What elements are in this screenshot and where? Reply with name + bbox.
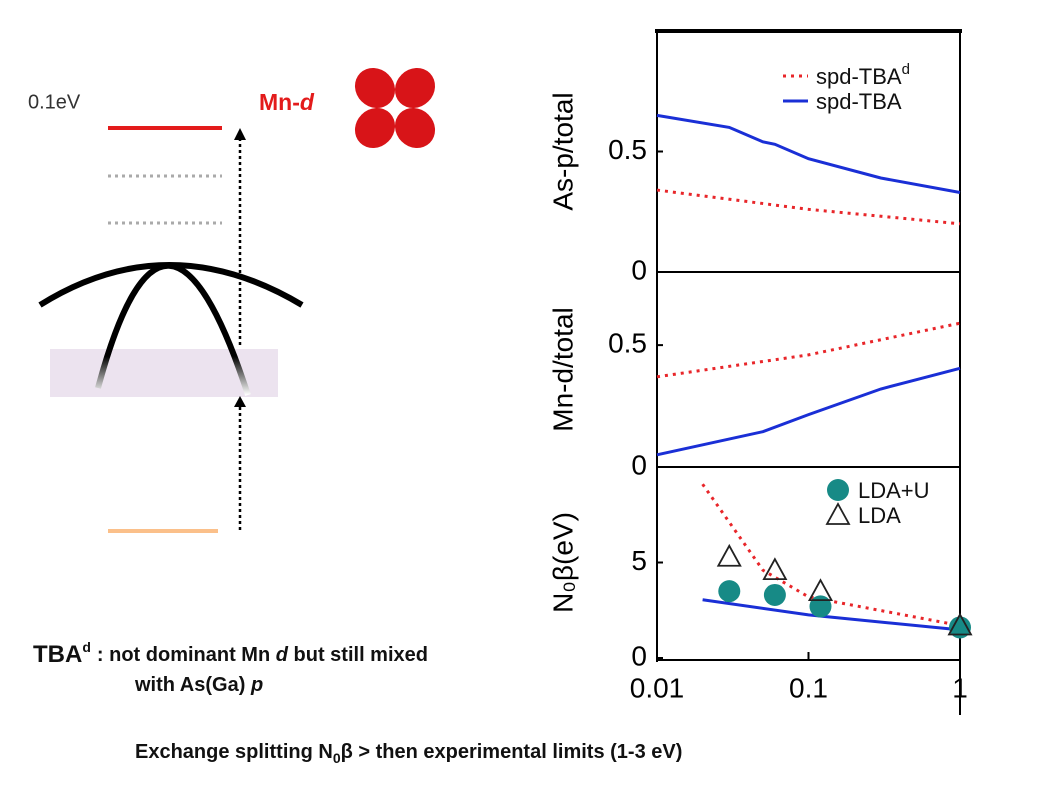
series-line [656, 113, 961, 194]
d-orbital [354, 67, 436, 149]
legend-text: spd-TBA [816, 64, 902, 89]
legend-text: spd-TBA [816, 89, 902, 114]
legend-text: LDA [858, 503, 901, 528]
point [718, 580, 741, 603]
y-axis-label: N₀β(eV) [547, 512, 578, 613]
notes: TBAd: not dominant Mn d but still mixed … [33, 639, 682, 766]
y-tick-label: 5 [631, 545, 647, 576]
point [809, 595, 832, 618]
x-tick-label: 1 [952, 672, 968, 703]
series-line [656, 366, 961, 457]
series-line [656, 321, 961, 379]
legend-marker [825, 502, 851, 525]
arrow-head [234, 128, 246, 140]
legend-label: LDA+U [858, 478, 930, 503]
series-line [702, 598, 961, 632]
y-axis-label: Mn-d/total [547, 307, 578, 432]
note-line: TBAd: not dominant Mn d but still mixed [33, 639, 428, 669]
legend-marker [827, 479, 849, 501]
schematic: 0.1eV Mn-d [28, 67, 436, 533]
note-line: with As(Ga) p [134, 674, 263, 696]
orbital-label: Mn-d [259, 89, 315, 115]
y-tick-label: 0.5 [608, 328, 647, 359]
point [716, 543, 742, 567]
y-tick-label: 0 [631, 640, 647, 671]
point [807, 578, 834, 602]
legend-label: LDA [858, 503, 901, 528]
point [947, 612, 973, 636]
y-axis-label: As-p/total [547, 92, 578, 210]
series-line [656, 188, 961, 226]
legend-text: LDA+U [858, 478, 930, 503]
point [763, 583, 786, 606]
energy-label: 0.1eV [28, 91, 81, 113]
legend-label: spd-TBA [816, 89, 902, 114]
note-line: Exchange splitting N0β > then experiment… [135, 741, 682, 765]
legend-superscript: d [902, 61, 910, 78]
arrow-head [234, 396, 246, 407]
x-tick-label: 0.1 [789, 672, 828, 703]
band-curve [38, 262, 304, 308]
legend-label: spd-TBAd [816, 61, 910, 89]
y-tick-label: 0 [631, 449, 647, 480]
y-tick-label: 0 [631, 254, 647, 285]
point [949, 616, 971, 639]
y-tick-label: 0.5 [608, 134, 647, 165]
band-curve [95, 262, 251, 396]
x-tick-label: 0.01 [630, 672, 685, 703]
point [762, 557, 788, 581]
series-line [701, 483, 961, 628]
